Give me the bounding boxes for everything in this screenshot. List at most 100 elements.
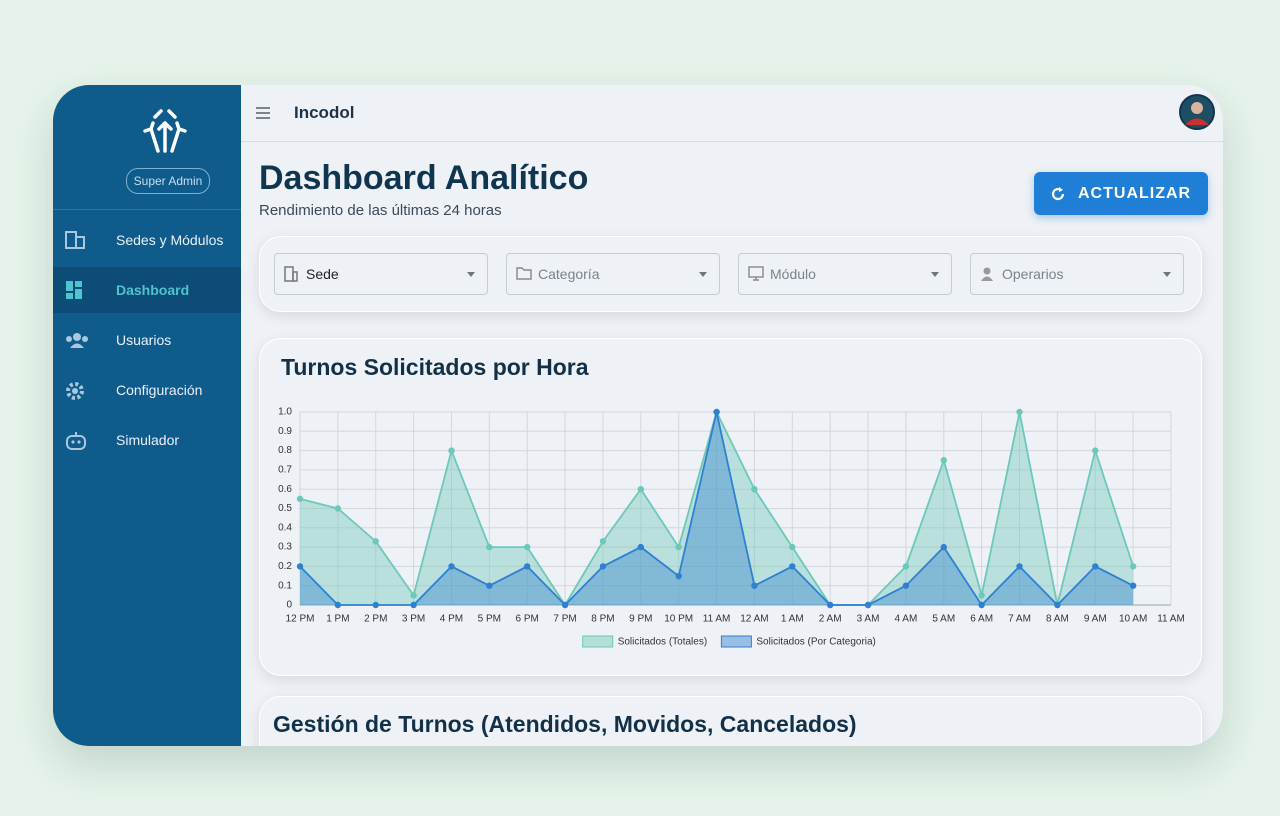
filter-select[interactable]: Operarios xyxy=(970,253,1184,295)
caret xyxy=(699,272,707,277)
x-tick-label: 11 AM xyxy=(1157,614,1185,625)
point xyxy=(296,495,304,503)
x-tick-label: 7 PM xyxy=(553,614,576,625)
point xyxy=(637,543,645,551)
x-tick-label: 2 PM xyxy=(364,614,387,625)
point xyxy=(978,592,985,599)
nav-item[interactable]: Simulador xyxy=(53,417,241,463)
y-tick-label: 0 xyxy=(286,600,292,611)
point xyxy=(448,563,455,570)
page-subtitle: Rendimiento de las últimas 24 horas xyxy=(259,202,502,219)
x-tick-label: 9 AM xyxy=(1084,614,1107,625)
legend-label: Solicitados (Totales) xyxy=(618,637,707,648)
y-tick-label: 0.3 xyxy=(278,542,292,553)
chart: Turnos Solicitados por Hora 0 0.1 0.2 0.3 0.… xyxy=(278,354,1185,648)
y-tick-label: 0.6 xyxy=(278,484,292,495)
menu-icon[interactable] xyxy=(256,107,270,119)
point xyxy=(599,538,607,545)
point xyxy=(372,601,379,609)
point xyxy=(561,601,569,609)
x-tick-label: 6 PM xyxy=(516,614,539,625)
point xyxy=(751,486,758,493)
logo xyxy=(143,109,187,153)
filter-label: Operarios xyxy=(1002,266,1064,282)
point xyxy=(1092,447,1099,454)
x-tick-label: 9 PM xyxy=(629,614,652,625)
nav-item[interactable]: Sedes y Módulos xyxy=(53,217,241,263)
point xyxy=(789,563,796,570)
refresh-button[interactable]: ACTUALIZAR xyxy=(1034,172,1208,215)
y-tick-label: 0.7 xyxy=(278,465,292,476)
point xyxy=(940,543,947,551)
point xyxy=(713,408,720,416)
x-tick-label: 7 AM xyxy=(1008,614,1031,625)
nav-item[interactable]: Configuración xyxy=(53,367,241,413)
filter-label: Sede xyxy=(306,266,339,282)
point xyxy=(902,563,910,570)
y-tick-label: 1.0 xyxy=(278,407,292,418)
point xyxy=(372,538,379,545)
x-tick-label: 10 AM xyxy=(1119,614,1147,625)
chart-card xyxy=(259,338,1202,676)
point xyxy=(1016,408,1023,416)
filter-select[interactable]: Módulo xyxy=(738,253,952,295)
point xyxy=(864,601,872,609)
x-tick-label: 11 AM xyxy=(703,614,731,625)
legend-swatch xyxy=(582,635,614,648)
point xyxy=(826,601,834,609)
sidebar: Super Admin Sedes y Módulos Dashboard Us… xyxy=(53,85,241,746)
point xyxy=(675,543,682,551)
icon xyxy=(66,281,82,299)
topbar: Incodol xyxy=(241,85,1223,142)
caret xyxy=(1163,272,1171,277)
caret xyxy=(467,272,475,277)
filter-label: Módulo xyxy=(770,266,816,282)
icon xyxy=(1051,187,1065,201)
nav-label: Usuarios xyxy=(116,332,172,348)
x-tick-label: 5 AM xyxy=(932,614,955,625)
y-tick-label: 0.9 xyxy=(278,426,292,437)
x-tick-label: 1 PM xyxy=(326,614,349,625)
chart-title: Turnos Solicitados por Hora xyxy=(281,354,589,380)
x-tick-label: 2 AM xyxy=(819,614,842,625)
point xyxy=(334,505,342,512)
x-tick-label: 12 AM xyxy=(740,614,768,625)
nav-label: Configuración xyxy=(116,382,203,398)
legend-label: Solicitados (Por Categoria) xyxy=(756,637,876,648)
x-tick-label: 10 PM xyxy=(664,614,693,625)
point xyxy=(524,563,531,570)
point xyxy=(751,582,758,589)
icon xyxy=(66,382,84,400)
icon xyxy=(66,333,88,348)
x-tick-label: 8 PM xyxy=(591,614,614,625)
button-label: ACTUALIZAR xyxy=(1078,185,1192,202)
nav-item[interactable]: Dashboard xyxy=(53,267,241,313)
point xyxy=(486,582,493,589)
legend-swatch xyxy=(720,635,752,648)
section-card xyxy=(259,696,1202,746)
x-tick-label: 12 PM xyxy=(286,614,315,625)
y-tick-label: 0.4 xyxy=(278,522,292,533)
filter-select[interactable]: Sede xyxy=(274,253,488,295)
role-badge: Super Admin xyxy=(126,168,210,194)
x-tick-label: 8 AM xyxy=(1046,614,1069,625)
y-tick-label: 0.8 xyxy=(278,445,292,456)
filter-select[interactable]: Categoría xyxy=(506,253,720,295)
area xyxy=(300,412,1134,605)
app-window: Super Admin Sedes y Módulos Dashboard Us… xyxy=(53,85,1223,746)
x-tick-label: 3 PM xyxy=(402,614,425,625)
point xyxy=(1092,563,1099,570)
point xyxy=(410,601,417,609)
x-tick-label: 5 PM xyxy=(478,614,501,625)
nav-item[interactable]: Usuarios xyxy=(53,317,241,363)
point xyxy=(1129,563,1137,570)
point xyxy=(789,543,796,551)
point xyxy=(902,582,910,589)
icon xyxy=(748,266,764,281)
y-tick-label: 0.1 xyxy=(278,580,292,591)
filter-label: Categoría xyxy=(538,266,600,282)
avatar[interactable] xyxy=(1179,94,1215,130)
y-tick-label: 0.5 xyxy=(278,503,292,514)
divider xyxy=(53,209,241,210)
